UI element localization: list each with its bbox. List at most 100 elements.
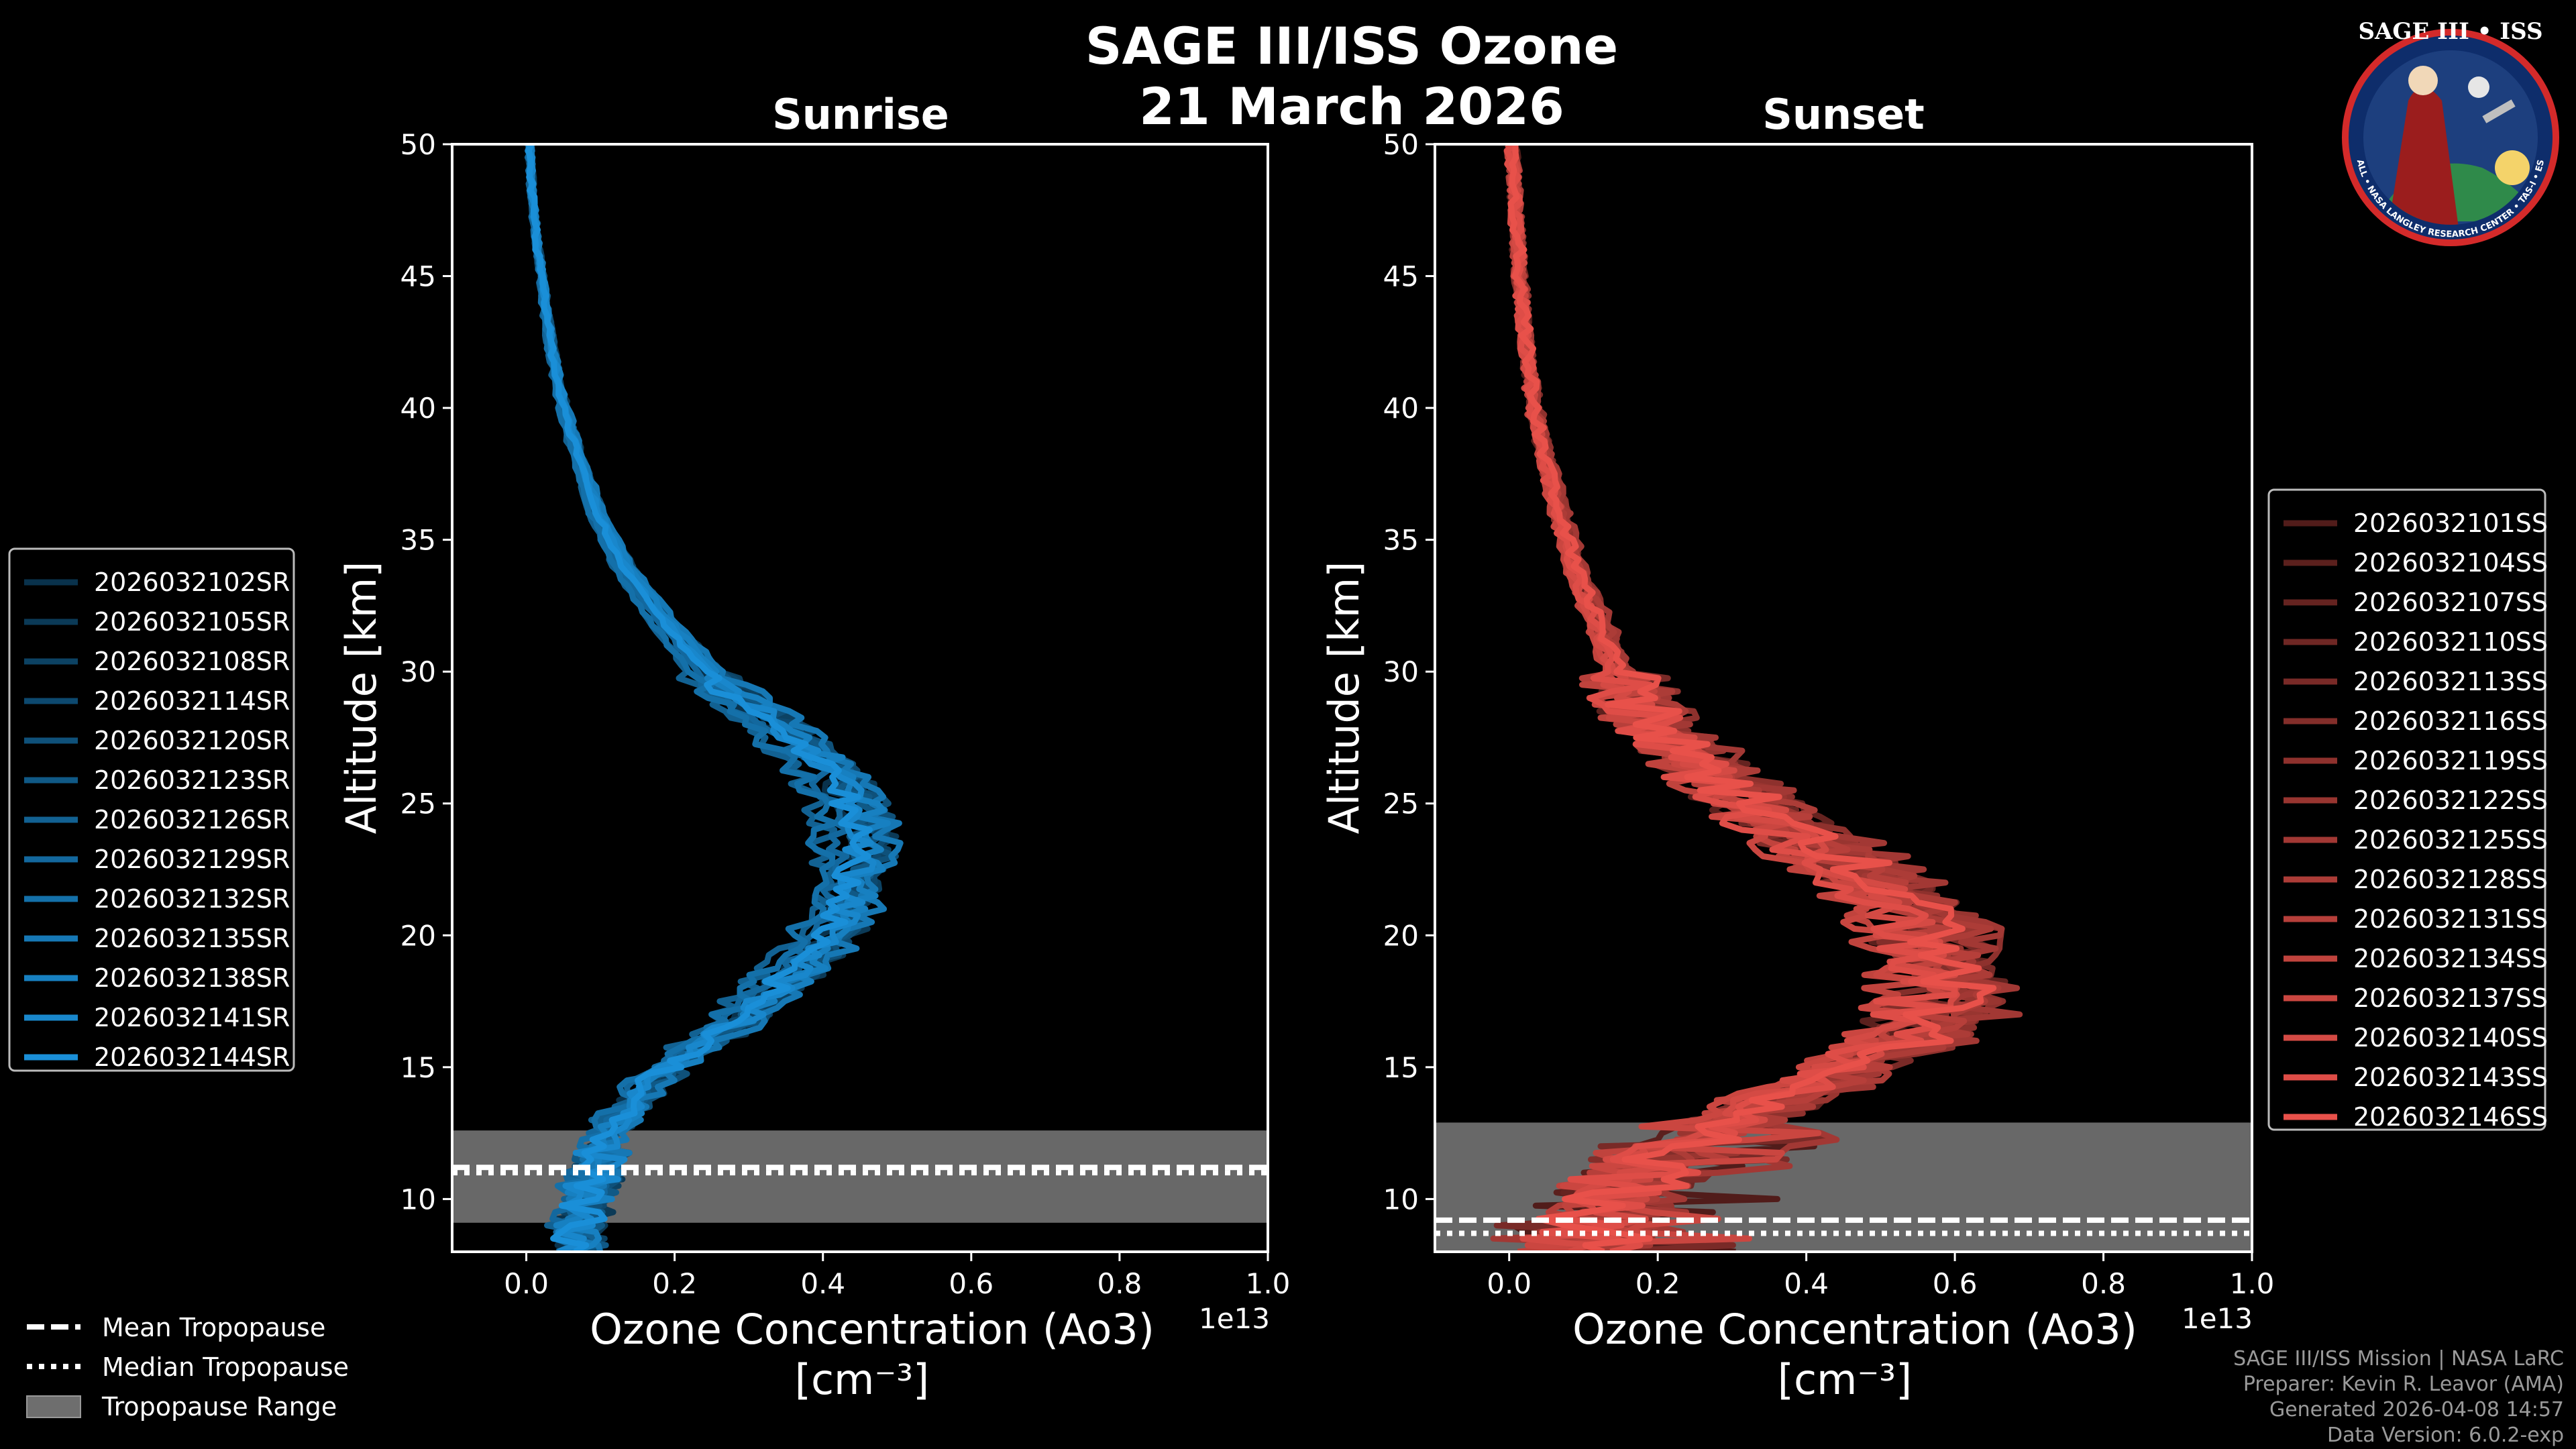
sunset-x-axis-label: Ozone Concentration (Ao3) — [1572, 1305, 2137, 1354]
profile-line-2026032104SS — [1505, 144, 1958, 1252]
legend-label-2026032104SS: 2026032104SS — [2353, 548, 2548, 578]
ss-x-tick-label: 0.4 — [1784, 1267, 1829, 1300]
sunrise-panel-title: Sunrise — [772, 90, 949, 139]
sr-y-tick-label: 25 — [400, 788, 436, 820]
profile-line-2026032129SR — [524, 144, 855, 1252]
median-tropopause-label: Median Tropopause — [102, 1352, 349, 1382]
profile-line-2026032107SS — [1503, 144, 2008, 1252]
footer-generated: Generated 2026-04-08 14:57 — [2269, 1398, 2564, 1421]
badge-sun — [2495, 150, 2530, 185]
sr-x-tick-label: 0.8 — [1097, 1267, 1142, 1300]
sunset-chart: 10 15 20 25 30 35 40 45 50 0.0 0.2 0.4 0.6 0.8 1.0 — [1383, 128, 2275, 1300]
ss-x-tick-label: 0.8 — [2081, 1267, 2126, 1300]
sr-x-tick-label: 1.0 — [1246, 1267, 1291, 1300]
legend-label-2026032126SR: 2026032126SR — [94, 805, 290, 835]
profile-line-2026032144SR — [525, 144, 873, 1252]
ss-x-tick-label: 1.0 — [2230, 1267, 2275, 1300]
legend-label-2026032146SS: 2026032146SS — [2353, 1102, 2548, 1132]
legend-label-2026032114SR: 2026032114SR — [94, 686, 290, 716]
ss-x-tick-label: 0.6 — [1933, 1267, 1978, 1300]
legend-label-2026032105SR: 2026032105SR — [94, 607, 290, 637]
profile-line-2026032116SS — [1505, 144, 1964, 1252]
sunset-legend-frame — [2267, 488, 2546, 1131]
legend-label-2026032144SR: 2026032144SR — [94, 1042, 290, 1072]
legend-label-2026032102SR: 2026032102SR — [94, 568, 290, 597]
legend-label-2026032113SS: 2026032113SS — [2353, 667, 2548, 696]
ss-profiles — [1490, 144, 2023, 1252]
legend-label-2026032110SS: 2026032110SS — [2353, 627, 2548, 657]
footer-data-version: Data Version: 6.0.2-exp — [2327, 1424, 2564, 1447]
legend-label-2026032107SS: 2026032107SS — [2353, 588, 2548, 617]
ss-y-tick-label: 10 — [1383, 1183, 1419, 1216]
profile-line-2026032132SR — [525, 144, 839, 1252]
sunrise-legend: 2026032102SR 2026032105SR 2026032108SR 2026… — [8, 547, 295, 1072]
legend-label-2026032137SS: 2026032137SS — [2353, 983, 2548, 1013]
mean-tropopause-label: Mean Tropopause — [102, 1313, 325, 1342]
sunrise-y-axis-label: Altitude [km] — [337, 561, 386, 835]
ss-x-tick-label: 0.2 — [1635, 1267, 1680, 1300]
ss-y-tick-label: 50 — [1383, 128, 1419, 161]
profile-line-2026032128SS — [1505, 144, 2002, 1252]
sr-x-tick-label: 0.0 — [504, 1267, 549, 1300]
legend-label-2026032128SS: 2026032128SS — [2353, 865, 2548, 894]
profile-line-2026032134SS — [1504, 144, 1944, 1252]
profile-line-2026032102SR — [526, 144, 869, 1252]
figure-title-line1: SAGE III/ISS Ozone — [1085, 16, 1618, 76]
legend-label-2026032119SS: 2026032119SS — [2353, 746, 2548, 775]
sr-x-tick-label: 0.2 — [652, 1267, 697, 1300]
badge-moon — [2468, 76, 2489, 98]
ss-y-tick-label: 35 — [1383, 524, 1419, 557]
legend-label-2026032138SR: 2026032138SR — [94, 963, 290, 993]
legend-label-2026032141SR: 2026032141SR — [94, 1003, 290, 1032]
sr-x-tick-label: 0.4 — [800, 1267, 845, 1300]
legend-label-2026032132SR: 2026032132SR — [94, 884, 290, 914]
sr-x-tick-label: 0.6 — [949, 1267, 994, 1300]
tropopause-range-label: Tropopause Range — [101, 1392, 337, 1421]
ss-y-tick-label: 15 — [1383, 1051, 1419, 1084]
profile-line-2026032140SS — [1505, 144, 1960, 1252]
badge-figure — [2388, 87, 2459, 225]
sr-y-tick-label: 50 — [400, 128, 436, 161]
ss-plot-frame — [1434, 143, 2253, 1253]
ss-x-tick-label: 0.0 — [1487, 1267, 1532, 1300]
profile-line-2026032131SS — [1507, 144, 1982, 1252]
tropopause-range-swatch — [26, 1395, 81, 1418]
ss-y-tick-label: 30 — [1383, 655, 1419, 688]
ss-y-tick-label: 40 — [1383, 392, 1419, 425]
profile-line-2026032125SS — [1490, 144, 2023, 1252]
legend-label-2026032101SS: 2026032101SS — [2353, 508, 2548, 538]
sunrise-x-scale-label: 1e13 — [1199, 1302, 1270, 1335]
legend-label-2026032135SR: 2026032135SR — [94, 924, 290, 953]
profile-line-2026032119SS — [1505, 144, 2006, 1252]
sr-profiles — [524, 144, 904, 1252]
legend-label-2026032140SS: 2026032140SS — [2353, 1023, 2548, 1053]
profile-line-2026032101SS — [1507, 144, 1975, 1252]
profile-line-2026032137SS — [1505, 144, 1947, 1252]
footer-mission: SAGE III/ISS Mission | NASA LaRC — [2233, 1347, 2564, 1371]
sr-y-tick-label: 15 — [400, 1051, 436, 1084]
profile-line-2026032146SS — [1507, 144, 1997, 1252]
footer-preparer: Preparer: Kevin R. Leavor (AMA) — [2243, 1373, 2564, 1396]
sr-y-tick-label: 40 — [400, 392, 436, 425]
profile-line-2026032126SR — [525, 144, 840, 1252]
legend-label-2026032122SS: 2026032122SS — [2353, 786, 2548, 815]
sunset-x-axis-units: [cm⁻³] — [1778, 1355, 1912, 1404]
legend-label-2026032116SS: 2026032116SS — [2353, 706, 2548, 736]
badge-station — [2482, 99, 2516, 123]
sr-plot-frame — [451, 143, 1269, 1253]
sr-y-tick-label: 45 — [400, 260, 436, 293]
legend-label-2026032125SS: 2026032125SS — [2353, 825, 2548, 855]
sunset-legend: 2026032101SS 2026032104SS 2026032107SS 2026… — [2267, 488, 2548, 1132]
legend-label-2026032131SS: 2026032131SS — [2353, 904, 2548, 934]
legend-label-2026032120SR: 2026032120SR — [94, 726, 290, 755]
ss-y-tick-label: 45 — [1383, 260, 1419, 293]
sr-y-tick-label: 30 — [400, 655, 436, 688]
legend-label-2026032134SS: 2026032134SS — [2353, 944, 2548, 973]
figure-title-line2: 21 March 2026 — [1139, 76, 1564, 136]
sunrise-x-axis-units: [cm⁻³] — [795, 1355, 929, 1404]
profile-line-2026032143SS — [1503, 144, 1958, 1252]
profile-line-2026032113SS — [1493, 144, 2009, 1252]
sr-y-tick-label: 20 — [400, 919, 436, 952]
tropopause-legend: Mean Tropopause Median Tropopause Tropop… — [26, 1313, 349, 1421]
